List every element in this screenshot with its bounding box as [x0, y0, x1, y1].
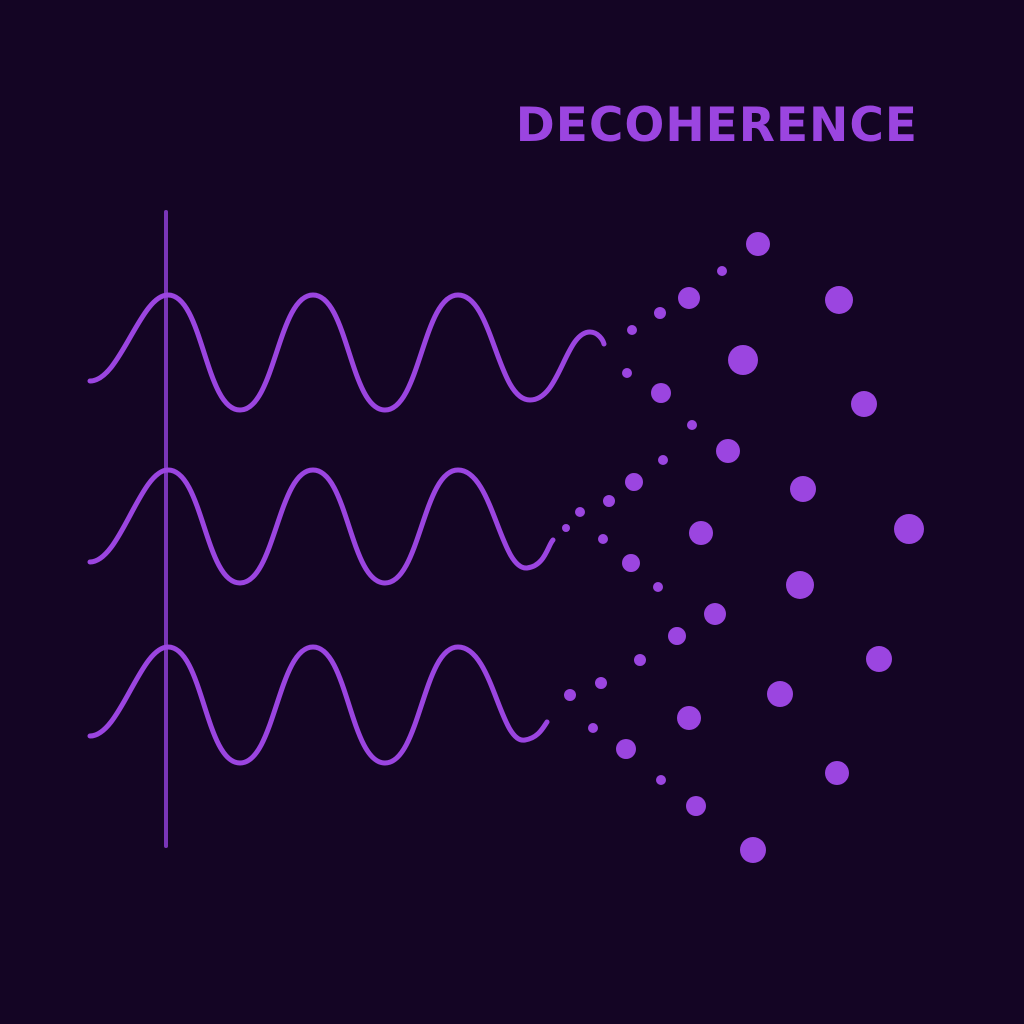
- particle-dot-icon: [689, 521, 713, 545]
- diagram-title: DECOHERENCE: [515, 98, 918, 153]
- particle-dot-icon: [622, 554, 640, 572]
- particle-dot-icon: [634, 654, 646, 666]
- particle-dot-icon: [728, 345, 758, 375]
- coherent-wave-middle: [87, 467, 556, 586]
- particle-dot-icon: [651, 383, 671, 403]
- particle-dot-icon: [562, 524, 570, 532]
- particle-dot-icon: [894, 514, 924, 544]
- particle-dot-icon: [603, 495, 615, 507]
- particle-dot-icon: [716, 439, 740, 463]
- particle-dot-icon: [767, 681, 793, 707]
- coherent-wave-bottom: [87, 644, 550, 766]
- particle-dot-icon: [678, 287, 700, 309]
- particle-dot-icon: [740, 837, 766, 863]
- particle-dot-icon: [686, 796, 706, 816]
- particle-dot-icon: [653, 582, 663, 592]
- particle-dot-icon: [825, 286, 853, 314]
- particle-dot-icon: [622, 368, 632, 378]
- particle-dot-icon: [588, 723, 598, 733]
- particle-dot-icon: [658, 455, 668, 465]
- particle-dot-icon: [786, 571, 814, 599]
- particle-dot-icon: [598, 534, 608, 544]
- particle-dot-icon: [866, 646, 892, 672]
- particle-dot-icon: [627, 325, 637, 335]
- particle-dot-icon: [746, 232, 770, 256]
- particle-dot-icon: [704, 603, 726, 625]
- particle-dot-icon: [677, 706, 701, 730]
- particle-dot-icon: [687, 420, 697, 430]
- particle-dot-icon: [625, 473, 643, 491]
- decoherence-particles: [562, 232, 924, 863]
- particle-dot-icon: [654, 307, 666, 319]
- particle-dot-icon: [851, 391, 877, 417]
- particle-dot-icon: [564, 689, 576, 701]
- particle-dot-icon: [825, 761, 849, 785]
- particle-dot-icon: [656, 775, 666, 785]
- particle-dot-icon: [575, 507, 585, 517]
- coherent-wave-top: [87, 292, 607, 413]
- particle-dot-icon: [616, 739, 636, 759]
- particle-dot-icon: [790, 476, 816, 502]
- particle-dot-icon: [717, 266, 727, 276]
- particle-dot-icon: [595, 677, 607, 689]
- particle-dot-icon: [668, 627, 686, 645]
